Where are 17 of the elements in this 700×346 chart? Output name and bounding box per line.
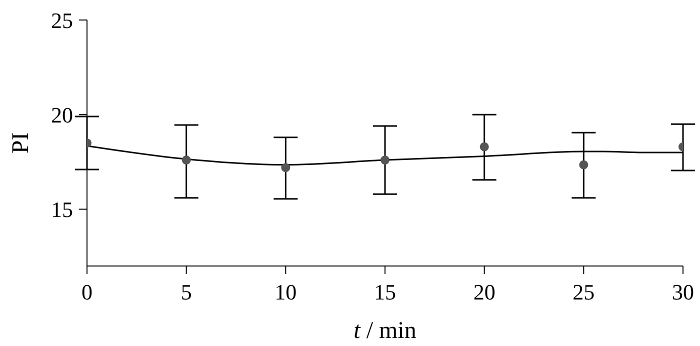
- x-tick-label: 20: [473, 280, 496, 305]
- point: [480, 142, 489, 152]
- x-tick-label: 0: [82, 280, 92, 305]
- point: [281, 163, 290, 172]
- y-tick-label: 20: [51, 102, 73, 128]
- y-axis-title: PI: [8, 132, 34, 154]
- x-tick-label: 15: [374, 280, 396, 305]
- point: [380, 156, 390, 165]
- y-tick-label: 15: [51, 197, 73, 222]
- point: [579, 160, 588, 170]
- x-tick-label: 10: [274, 280, 297, 305]
- x-tick-label: 30: [672, 280, 694, 305]
- y-tick-label: 25: [51, 8, 73, 33]
- x-axis-title: t / min: [354, 318, 416, 344]
- x-tick-label: 25: [572, 280, 595, 305]
- point: [182, 156, 191, 165]
- x-tick-label: 5: [180, 280, 192, 305]
